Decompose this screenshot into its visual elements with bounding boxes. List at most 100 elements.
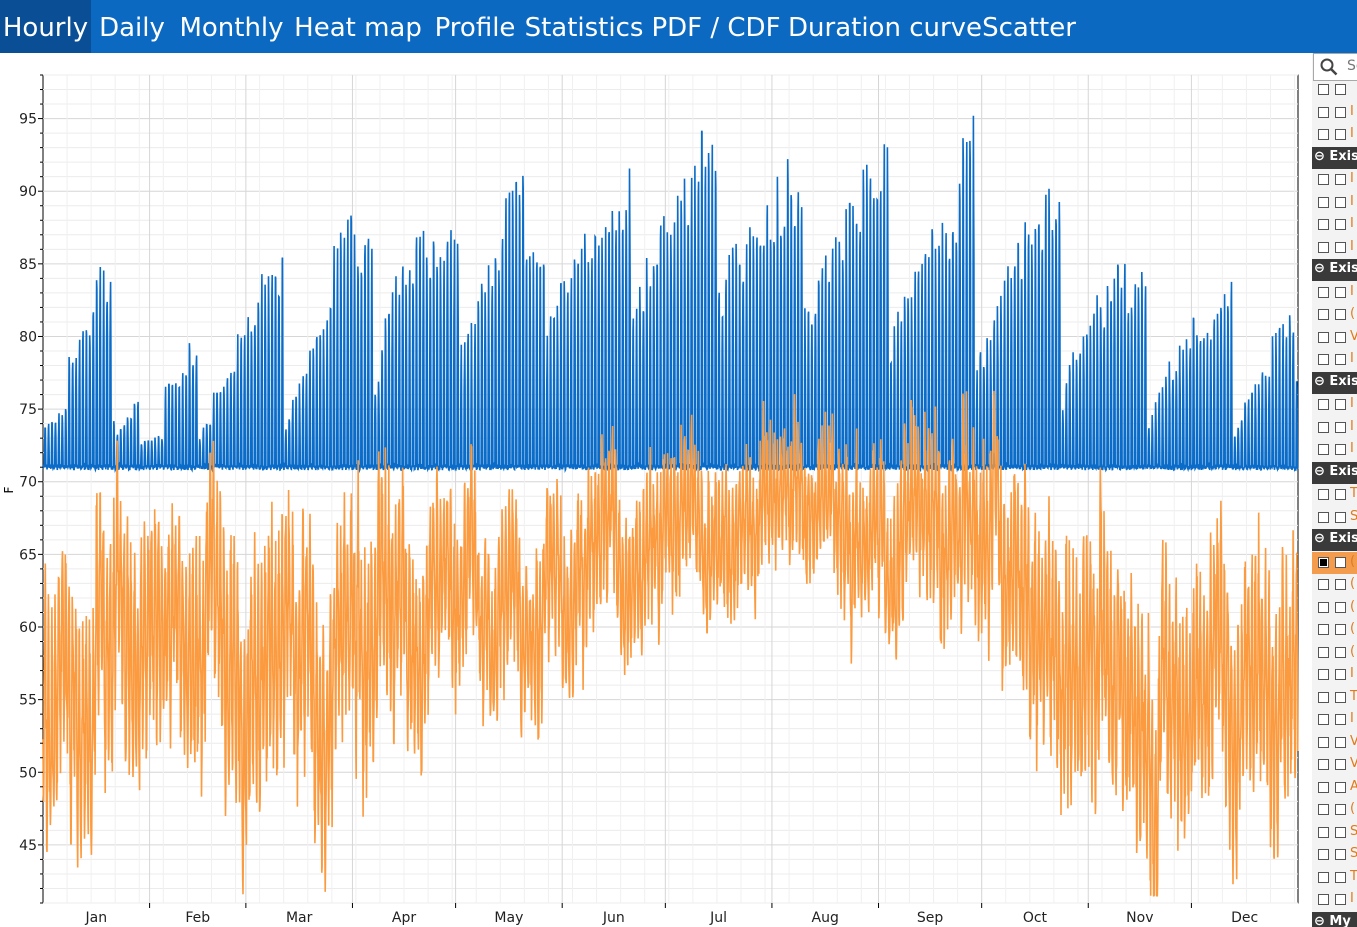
series-checkbox-primary[interactable] [1318,804,1329,815]
series-checkbox-secondary[interactable] [1335,309,1346,320]
series-checkbox-secondary[interactable] [1335,579,1346,590]
series-checkbox-secondary[interactable] [1335,129,1346,140]
series-list-item[interactable]: V [1312,327,1357,349]
tab-profile[interactable]: Profile [434,13,516,43]
series-checkbox-secondary[interactable] [1335,759,1346,770]
series-checkbox-secondary[interactable] [1335,354,1346,365]
series-checkbox-primary[interactable] [1318,286,1329,298]
series-list-item[interactable]: T [1312,867,1357,889]
tab-daily[interactable]: Daily [99,13,165,43]
series-checkbox-secondary[interactable] [1335,826,1346,838]
series-list-item[interactable]: ( [1312,597,1357,619]
series-checkbox-secondary[interactable] [1335,646,1346,658]
series-group-header[interactable]: ⊖ Exis [1312,259,1357,281]
series-checkbox-primary[interactable] [1318,241,1329,253]
series-list-item[interactable] [1312,79,1357,101]
series-checkbox-secondary[interactable] [1335,174,1346,185]
series-list-item[interactable]: I [1312,889,1357,911]
series-list-item[interactable]: S [1312,822,1357,844]
series-group-header[interactable]: ⊖ Exis [1312,461,1357,484]
series-checkbox-primary[interactable] [1318,106,1329,118]
series-list-item[interactable]: ( [1312,619,1357,641]
series-list-item[interactable]: ( [1312,574,1357,596]
series-list-item[interactable]: I [1312,102,1357,124]
series-list-item[interactable]: I [1312,709,1357,731]
series-checkbox-secondary[interactable] [1335,106,1346,118]
series-checkbox-primary[interactable] [1318,129,1329,140]
series-search-input[interactable]: Se [1313,53,1357,81]
series-checkbox-primary[interactable] [1318,669,1329,680]
series-list-item[interactable]: V [1312,732,1357,754]
series-checkbox-secondary[interactable] [1335,669,1346,680]
series-checkbox-secondary[interactable] [1335,331,1346,343]
series-list-item[interactable]: ( [1312,551,1357,574]
series-checkbox-primary[interactable] [1318,894,1329,905]
series-checkbox-primary[interactable] [1318,196,1329,208]
series-checkbox-secondary[interactable] [1335,444,1346,455]
series-checkbox-secondary[interactable] [1335,219,1346,230]
series-checkbox-secondary[interactable] [1335,286,1346,298]
tab-duration-curve[interactable]: Duration curve [788,13,983,43]
tab-statistics[interactable]: Statistics [524,13,644,43]
series-list-item[interactable]: I [1312,394,1357,416]
series-list-item[interactable]: I [1312,169,1357,191]
series-checkbox-primary[interactable] [1318,331,1329,343]
series-checkbox-primary[interactable] [1318,849,1329,860]
tab-monthly[interactable]: Monthly [179,13,284,43]
series-checkbox-primary[interactable] [1318,309,1329,320]
series-list-item[interactable]: ( [1312,304,1357,326]
series-checkbox-primary[interactable] [1318,444,1329,455]
series-checkbox-primary[interactable] [1318,84,1329,95]
series-checkbox-secondary[interactable] [1335,894,1346,905]
series-list-item[interactable]: I [1312,192,1357,214]
series-checkbox-secondary[interactable] [1335,196,1346,208]
series-checkbox-secondary[interactable] [1335,804,1346,815]
series-checkbox-secondary[interactable] [1335,714,1346,725]
series-checkbox-primary[interactable] [1318,399,1329,410]
series-list-item[interactable]: I [1312,417,1357,439]
series-checkbox-secondary[interactable] [1335,84,1346,95]
series-checkbox-secondary[interactable] [1335,849,1346,860]
series-list-item[interactable]: ( [1312,799,1357,821]
series-list-item[interactable]: A [1312,777,1357,799]
series-checkbox-primary[interactable] [1318,736,1329,748]
series-checkbox-primary[interactable] [1318,624,1329,635]
series-checkbox-primary[interactable] [1318,489,1329,500]
series-checkbox-primary[interactable] [1318,646,1329,658]
series-checkbox-secondary[interactable] [1335,624,1346,635]
series-checkbox-secondary[interactable] [1335,241,1346,253]
series-checkbox-secondary[interactable] [1335,399,1346,410]
series-checkbox-primary[interactable] [1318,511,1329,523]
tab-hourly[interactable]: Hourly [0,0,91,53]
series-checkbox-secondary[interactable] [1335,489,1346,500]
series-list-item[interactable]: S [1312,844,1357,866]
series-checkbox-secondary[interactable] [1335,691,1346,703]
series-list-item[interactable]: T [1312,687,1357,709]
series-checkbox-secondary[interactable] [1335,736,1346,748]
series-checkbox-primary[interactable] [1318,219,1329,230]
series-list-item[interactable]: S [1312,507,1357,529]
tab-pdf-cdf[interactable]: PDF / CDF [651,13,781,43]
series-checkbox-primary[interactable] [1318,556,1329,568]
series-checkbox-secondary[interactable] [1335,781,1346,793]
series-group-header[interactable]: ⊖ Exis [1312,371,1357,394]
series-checkbox-primary[interactable] [1318,601,1329,613]
series-group-header[interactable]: ⊖ Exis [1312,146,1357,169]
series-checkbox-primary[interactable] [1318,826,1329,838]
series-checkbox-secondary[interactable] [1335,601,1346,613]
series-checkbox-secondary[interactable] [1335,421,1346,433]
series-list-item[interactable]: T [1312,484,1357,506]
series-list-item[interactable]: I [1312,282,1357,304]
tab-heat-map[interactable]: Heat map [294,13,422,43]
series-list-item[interactable]: I [1312,664,1357,686]
series-list-item[interactable]: I [1312,124,1357,146]
series-checkbox-primary[interactable] [1318,174,1329,185]
series-list-item[interactable]: V [1312,754,1357,776]
series-group-header[interactable]: ⊖ My [1312,911,1357,927]
series-list-item[interactable]: I [1312,237,1357,259]
series-checkbox-primary[interactable] [1318,579,1329,590]
series-checkbox-primary[interactable] [1318,759,1329,770]
series-group-header[interactable]: ⊖ Exis [1312,529,1357,551]
series-checkbox-primary[interactable] [1318,714,1329,725]
series-list-item[interactable]: ( [1312,642,1357,664]
